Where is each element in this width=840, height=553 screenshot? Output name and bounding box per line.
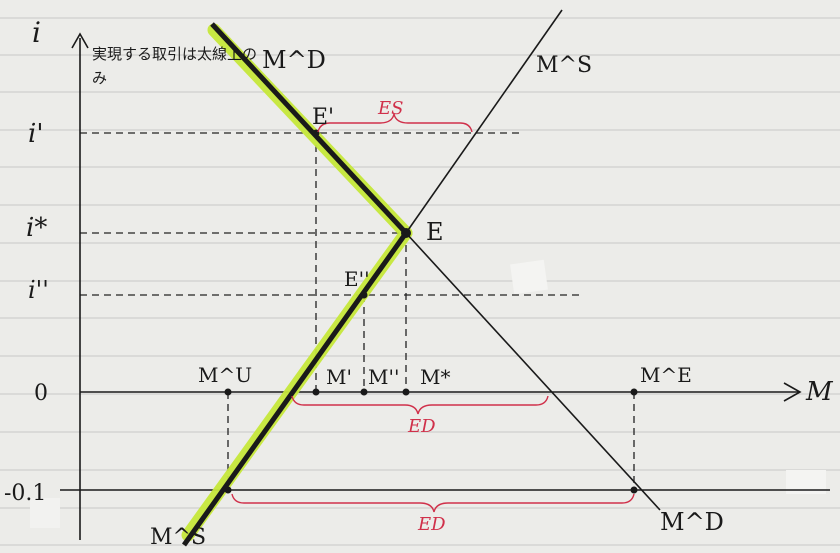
point-m-prime xyxy=(312,388,320,396)
tick-i-prime: i' xyxy=(28,119,43,149)
point-m-star xyxy=(402,388,410,396)
tick-i-star: i* xyxy=(26,213,47,243)
annotation-note: 実現する取引は太線上のみ xyxy=(92,45,258,87)
label-m-star: M* xyxy=(420,365,450,389)
label-e-prime: E' xyxy=(312,105,334,130)
label-md-bottom: M^D xyxy=(660,508,724,536)
label-m-prime: M' xyxy=(326,365,352,389)
label-ms-bottom: M^S xyxy=(150,525,206,550)
supply-curve xyxy=(181,9,563,547)
demand-curve xyxy=(210,22,661,511)
label-es: ES xyxy=(377,98,403,119)
label-ms-top: M^S xyxy=(536,53,592,78)
tape-piece xyxy=(510,259,548,295)
tick-zero: 0 xyxy=(34,381,48,406)
es-bracket xyxy=(317,113,473,133)
tick-i-double: i'' xyxy=(28,276,49,304)
point-m-u xyxy=(224,388,232,396)
point-m-double xyxy=(360,388,368,396)
ed-bracket-top xyxy=(291,395,549,415)
point-m-e xyxy=(630,388,638,396)
point-supply-low xyxy=(224,486,232,494)
label-m-double: M'' xyxy=(368,365,399,389)
annotation-box: 実現する取引は太線上のみ xyxy=(92,45,258,87)
point-demand-low xyxy=(630,486,638,494)
label-e-double: E'' xyxy=(344,267,370,291)
point-e-double xyxy=(360,291,368,299)
tick-minus-0.1: -0.1 xyxy=(4,481,46,506)
axes xyxy=(60,32,830,540)
tape-piece xyxy=(30,498,60,528)
y-axis-arrow xyxy=(71,32,89,49)
label-m-e: M^E xyxy=(640,363,692,387)
x-axis-label: M xyxy=(805,377,834,407)
points xyxy=(224,129,638,494)
label-md-top: M^D xyxy=(262,46,326,74)
point-e xyxy=(401,228,411,238)
dashed-guides xyxy=(80,132,635,490)
label-ed-bottom: ED xyxy=(417,514,446,535)
x-axis-arrow xyxy=(783,382,802,402)
red-brackets xyxy=(231,113,635,513)
label-ed-top: ED xyxy=(407,416,436,437)
y-axis-label: i xyxy=(32,16,41,49)
ruled-lines xyxy=(0,17,840,546)
ed-bracket-bottom xyxy=(231,493,635,513)
label-m-u: M^U xyxy=(198,363,252,387)
label-e: E xyxy=(426,218,444,246)
